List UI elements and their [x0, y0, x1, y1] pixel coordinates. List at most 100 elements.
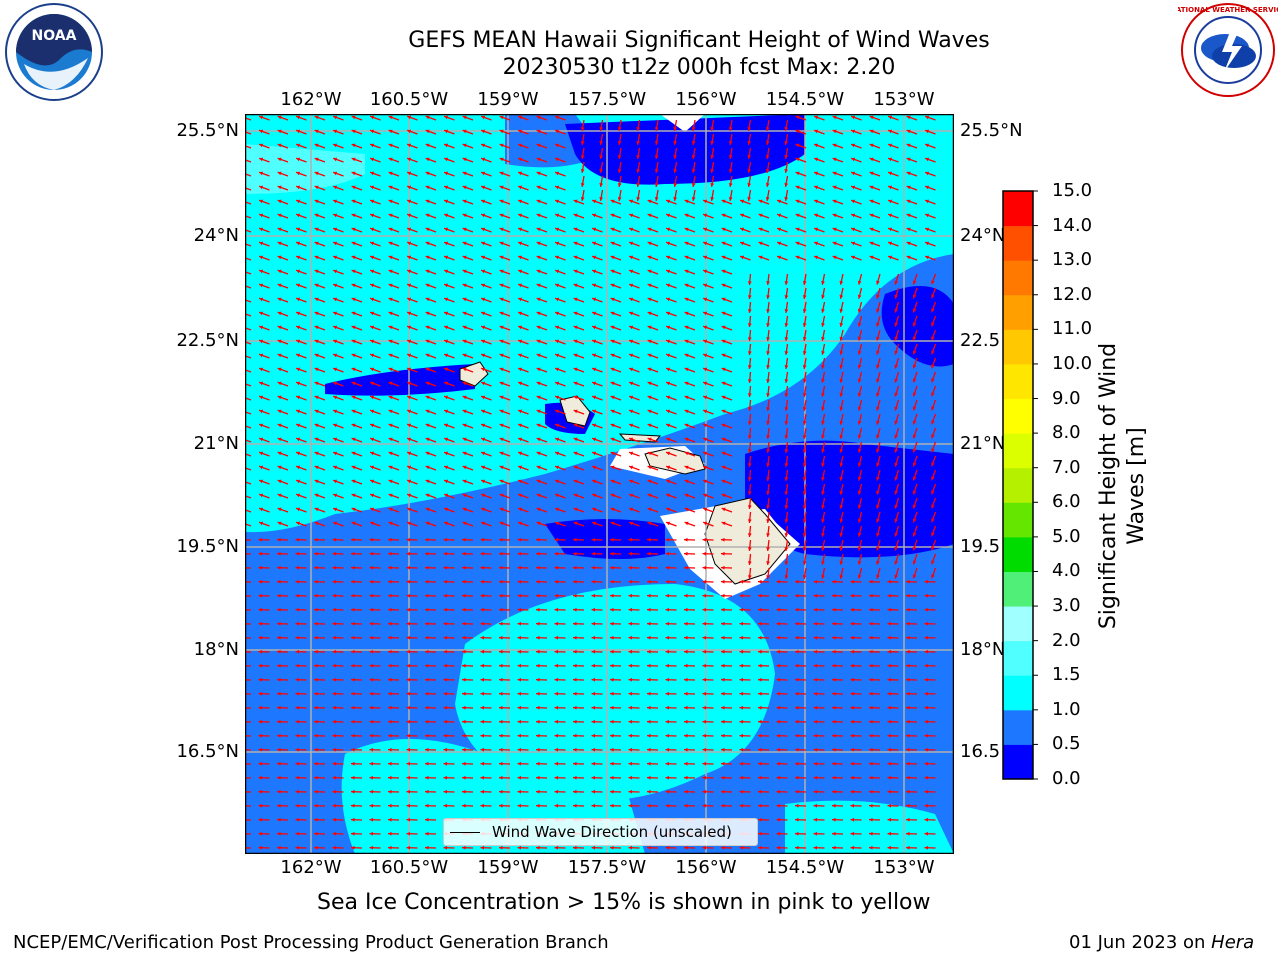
wave-arrow-head	[629, 409, 634, 414]
wave-arrow-head	[776, 579, 781, 584]
wave-arrow-head	[259, 325, 264, 330]
wave-arrow-head	[876, 504, 880, 509]
wave-arrow-head	[629, 339, 634, 344]
wave-arrow-head	[388, 451, 393, 456]
wave-arrow-head	[480, 537, 485, 542]
wave-arrow-head	[839, 336, 844, 341]
wave-arrow-head	[636, 127, 641, 131]
wave-arrow-head	[747, 519, 752, 523]
wave-arrow-head	[406, 677, 411, 682]
wave-arrow-head	[277, 115, 282, 120]
wave-arrow-head	[258, 817, 263, 822]
wave-arrow-head	[536, 493, 541, 498]
wave-arrow-head	[481, 465, 486, 470]
wave-arrow-head	[370, 325, 375, 330]
wave-arrow-head	[517, 607, 522, 612]
wave-arrow-head	[277, 537, 281, 542]
wave-arrow-head	[536, 479, 541, 484]
wave-arrow-head	[277, 789, 281, 794]
wave-arrow-head	[314, 325, 319, 330]
wave-arrow-head	[388, 381, 393, 386]
wave-arrow-head	[518, 157, 523, 162]
wave-arrow-head	[894, 308, 899, 313]
wave-arrow-head	[444, 269, 449, 274]
wave-arrow-head	[832, 635, 836, 640]
wave-arrow-head	[314, 283, 319, 288]
wave-arrow-head	[499, 507, 504, 512]
colorbar-segment	[1003, 606, 1033, 642]
wave-arrow-head	[821, 378, 825, 383]
wave-arrow-head	[610, 733, 614, 738]
wave-arrow-head	[314, 635, 318, 640]
wave-arrow-head	[332, 635, 337, 640]
wave-arrow-head	[747, 197, 752, 201]
wave-arrow-head	[536, 171, 541, 176]
wave-arrow-head	[887, 635, 892, 640]
wave-arrow-head	[684, 775, 688, 780]
wave-arrow-head	[684, 621, 688, 626]
wave-arrow-head	[924, 635, 929, 640]
wave-arrow-head	[765, 141, 770, 145]
wave-arrow-head	[295, 635, 300, 640]
lat-tick-22.5N-left: 22.5°N	[176, 330, 239, 351]
wave-arrow-head	[407, 199, 412, 204]
wave-arrow-head	[277, 479, 282, 484]
colorbar-tick-label: 8.0	[1052, 422, 1081, 444]
colorbar-tick-label: 12.0	[1052, 283, 1093, 305]
wave-arrow-head	[869, 649, 873, 654]
wave-arrow-head	[536, 775, 540, 780]
wave-arrow-head	[462, 353, 467, 358]
wave-arrow-head	[665, 845, 670, 850]
wave-arrow-head	[259, 171, 264, 176]
wave-arrow-head	[499, 129, 504, 134]
wave-arrow-head	[766, 575, 771, 579]
wave-arrow-head	[647, 845, 651, 850]
wave-arrow-head	[721, 775, 725, 780]
wave-arrow-head	[351, 325, 356, 330]
wave-arrow-head	[894, 476, 899, 481]
wave-arrow-head	[258, 789, 263, 794]
wave-arrow-head	[388, 565, 392, 570]
wave-arrow-head	[795, 241, 800, 246]
wave-arrow-head	[739, 747, 744, 752]
wave-arrow-head	[665, 621, 670, 626]
wave-arrow-head	[259, 367, 264, 372]
wave-arrow-head	[813, 761, 818, 766]
wave-arrow-head	[647, 479, 652, 484]
wave-arrow-head	[814, 157, 819, 162]
wave-arrow-head	[894, 350, 899, 355]
wave-arrow-head	[647, 493, 652, 498]
wave-arrow-head	[314, 677, 318, 682]
wave-arrow-head	[684, 339, 689, 344]
wave-arrow-head	[647, 199, 652, 204]
wave-arrow-head	[314, 507, 319, 512]
wave-arrow-head	[573, 521, 578, 526]
wave-arrow-head	[924, 663, 929, 668]
wave-arrow-head	[554, 747, 559, 752]
wave-arrow-head	[277, 353, 282, 358]
wave-arrow-head	[573, 381, 578, 386]
wave-arrow-head	[258, 677, 263, 682]
wave-arrow-head	[924, 831, 929, 836]
wave-arrow-head	[795, 143, 800, 148]
wave-arrow-head	[599, 141, 604, 145]
wave-arrow-head	[462, 677, 466, 682]
wave-arrow-head	[407, 213, 412, 218]
wave-arrow-head	[277, 437, 282, 442]
wave-arrow-head	[554, 593, 559, 598]
wave-arrow-head	[591, 705, 596, 710]
wave-arrow-head	[857, 434, 862, 439]
wave-arrow-head	[628, 761, 633, 766]
wave-arrow-head	[821, 462, 825, 467]
wave-arrow-head	[499, 677, 503, 682]
wave-arrow-head	[703, 227, 708, 232]
wave-arrow-head	[407, 255, 412, 260]
wave-arrow-head	[795, 157, 800, 162]
wave-arrow-head	[684, 607, 688, 612]
wave-arrow-head	[481, 213, 486, 218]
wave-arrow-head	[407, 395, 412, 400]
wave-arrow-head	[869, 705, 873, 710]
wave-arrow-head	[333, 353, 338, 358]
wave-arrow-head	[462, 185, 467, 190]
wave-arrow-head	[370, 241, 375, 246]
